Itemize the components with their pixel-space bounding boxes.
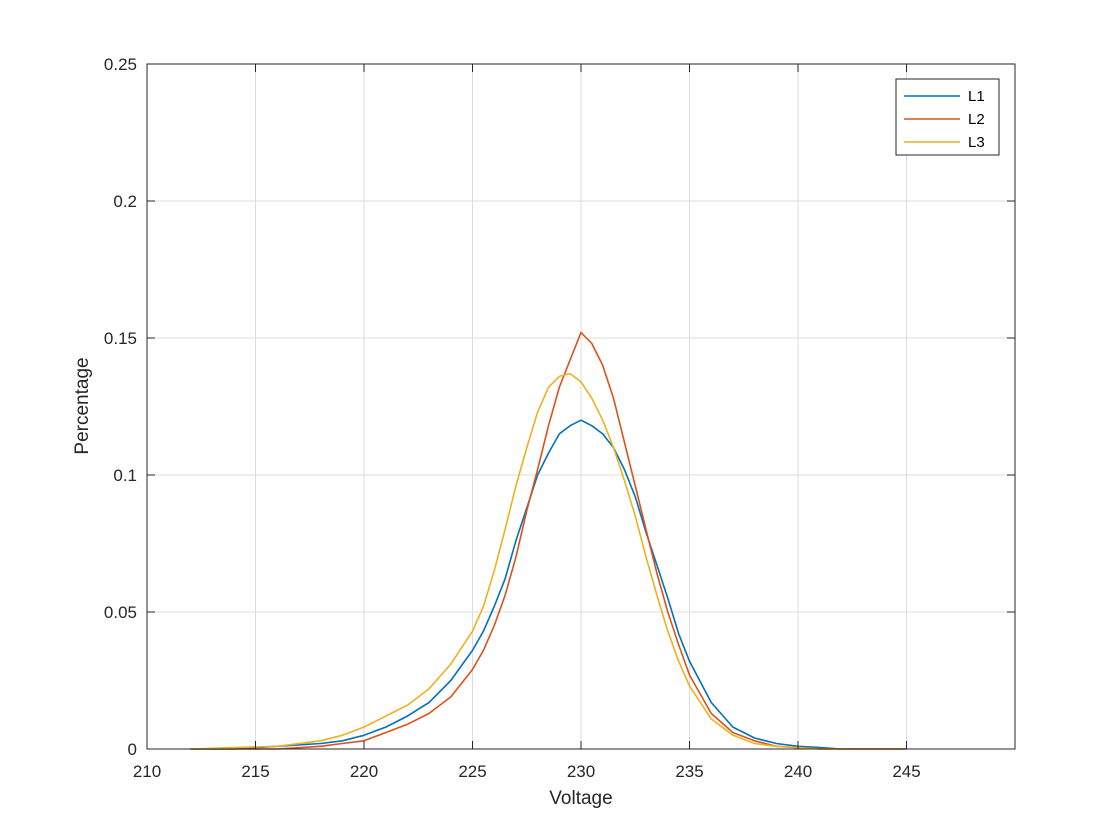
- y-tick-label: 0.25: [104, 55, 137, 74]
- series-line-l2: [190, 331, 907, 750]
- series-line-l3: [190, 372, 907, 750]
- y-tick-label: 0.2: [113, 192, 137, 211]
- y-tick-label: 0.1: [113, 466, 137, 485]
- series-line-l1: [190, 419, 907, 750]
- y-tick-label: 0.15: [104, 329, 137, 348]
- legend-label-l2: L2: [968, 111, 985, 128]
- x-tick-label: 235: [675, 762, 703, 781]
- y-tick-label: 0: [128, 740, 137, 759]
- x-tick-label: 220: [350, 762, 378, 781]
- x-tick-label: 240: [784, 762, 812, 781]
- x-tick-label: 245: [892, 762, 920, 781]
- x-tick-label: 230: [567, 762, 595, 781]
- y-tick-label: 0.05: [104, 603, 137, 622]
- grid: [147, 64, 1015, 749]
- legend-label-l3: L3: [968, 134, 985, 151]
- legend-label-l1: L1: [968, 88, 985, 105]
- legend[interactable]: L1 L2 L3: [895, 78, 1000, 156]
- x-axis-label: Voltage: [549, 788, 612, 809]
- series-lines: [190, 331, 907, 750]
- x-tick-label: 225: [458, 762, 486, 781]
- x-tick-label: 215: [241, 762, 269, 781]
- x-tick-label: 210: [133, 762, 161, 781]
- ticks: 210 215 220 225 230 235 240 245 0 0.05 0.1 0.15 0.2 0…: [104, 55, 1015, 781]
- y-axis-label: Percentage: [72, 357, 93, 454]
